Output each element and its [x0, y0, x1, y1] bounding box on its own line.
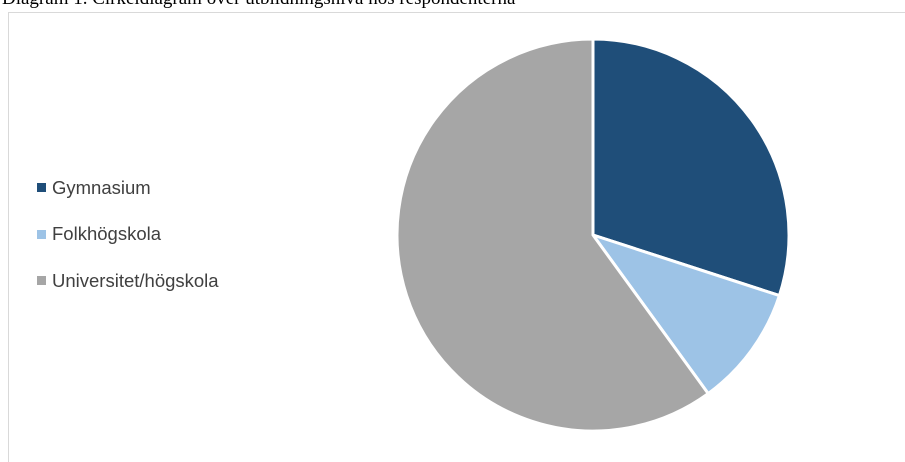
legend-item-folkhogskola: Folkhögskola — [37, 222, 219, 247]
legend-label: Gymnasium — [52, 176, 151, 198]
legend-swatch — [37, 229, 46, 239]
legend-swatch — [37, 276, 46, 285]
legend-label: Folkhögskola — [52, 223, 162, 244]
pie-slice-folkh-gskola — [591, 233, 781, 396]
pie-slice-universitet-h-gskola — [395, 37, 710, 433]
legend-item-universitet: Universitet/högskola — [37, 268, 219, 293]
pie-slice-gymnasium — [591, 37, 791, 298]
legend: Gymnasium Folkhögskola Universitet/högsk… — [37, 175, 219, 315]
chart-caption: Diagram 1. Cirkeldiagram över utbildning… — [2, 0, 515, 10]
legend-item-gymnasium: Gymnasium — [37, 175, 219, 200]
legend-swatch — [37, 183, 46, 192]
legend-label: Universitet/högskola — [52, 269, 219, 291]
